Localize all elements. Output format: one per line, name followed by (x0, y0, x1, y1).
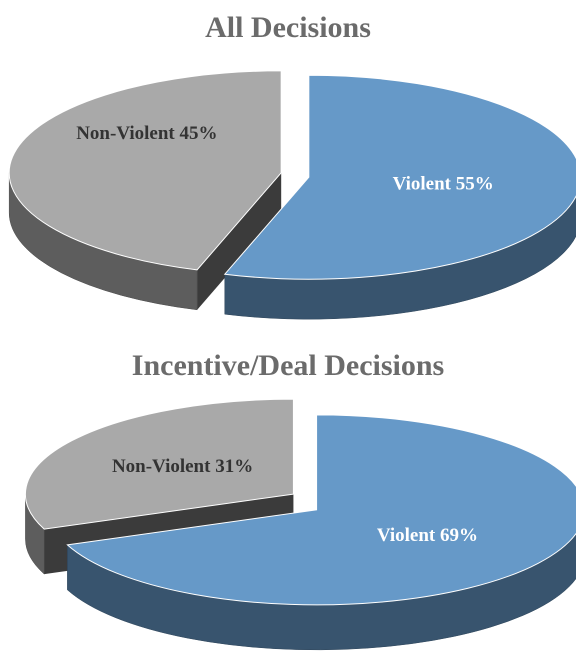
data-label: Violent 55% (393, 174, 494, 195)
chart-title: Incentive/Deal Decisions (132, 349, 444, 382)
chart-title: All Decisions (205, 11, 371, 44)
data-label: Non-Violent 31% (112, 456, 253, 477)
data-label: Non-Violent 45% (76, 123, 217, 144)
data-label: Violent 69% (377, 525, 478, 546)
slice (66, 414, 576, 606)
slice (24, 398, 294, 530)
slice-face (197, 172, 282, 310)
slice (8, 70, 282, 271)
slice (223, 74, 576, 280)
